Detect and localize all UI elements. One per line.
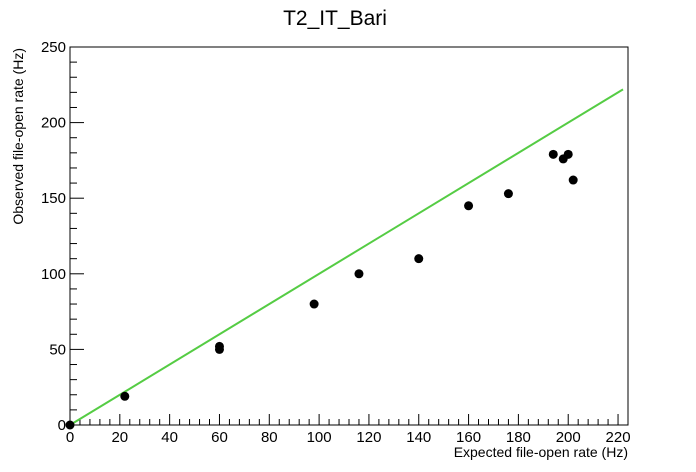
data-point <box>214 341 224 351</box>
x-tick-label: 120 <box>356 429 381 446</box>
data-points <box>65 149 578 430</box>
x-axis-label: Expected file-open rate (Hz) <box>454 444 628 460</box>
data-point <box>120 391 130 401</box>
y-tick-label: 250 <box>41 39 66 56</box>
x-tick-label: 160 <box>456 429 481 446</box>
data-point <box>65 420 75 430</box>
data-point <box>548 149 558 159</box>
axes: 0 20 40 60 80 100 120 140 160 180 200 220 0 50 100 150 2… <box>41 39 631 446</box>
data-point <box>568 175 578 185</box>
x-tick-label: 60 <box>211 429 228 446</box>
x-tick-label: 140 <box>406 429 431 446</box>
y-tick-label: 200 <box>41 115 66 132</box>
y-tick-label: 150 <box>41 190 66 207</box>
x-tick-label: 180 <box>506 429 531 446</box>
data-point <box>503 189 513 199</box>
data-point <box>354 269 364 279</box>
chart-title: T2_IT_Bari <box>283 7 387 30</box>
y-tick-label: 0 <box>58 417 66 434</box>
x-tick-label: 220 <box>606 429 631 446</box>
data-point <box>464 201 474 211</box>
x-tick-label: 80 <box>261 429 278 446</box>
x-tick-label: 200 <box>556 429 581 446</box>
data-point <box>309 299 319 309</box>
reference-line-group <box>69 88 624 426</box>
y-axis-label: Observed file-open rate (Hz) <box>10 48 26 225</box>
y-tick-label: 50 <box>49 341 66 358</box>
data-point <box>414 254 424 264</box>
plot-frame <box>69 46 629 426</box>
x-tick-label: 20 <box>111 429 128 446</box>
x-tick-label: 40 <box>161 429 178 446</box>
x-tick-label: 100 <box>307 429 332 446</box>
x-tick-label: 0 <box>66 429 74 446</box>
data-point <box>563 149 573 159</box>
reference-line <box>69 88 624 426</box>
y-tick-label: 100 <box>41 266 66 283</box>
